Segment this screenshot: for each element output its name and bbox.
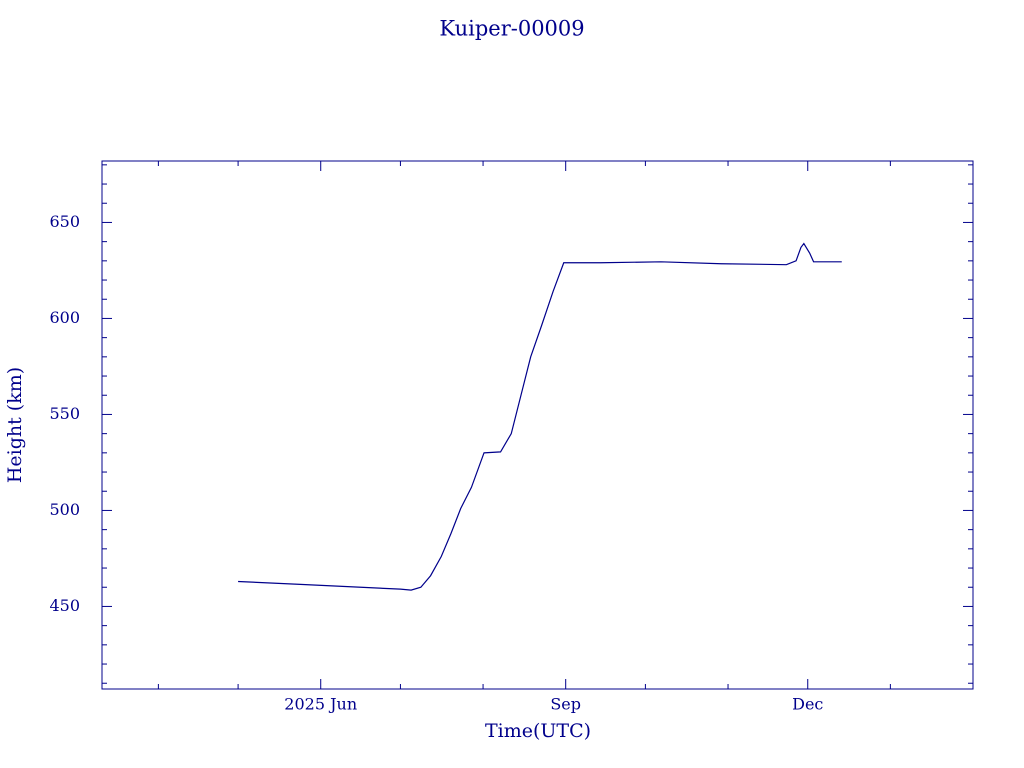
- y-tick-label: 450: [49, 596, 80, 615]
- y-tick-label: 500: [49, 500, 80, 519]
- x-tick-label: Sep: [550, 695, 581, 714]
- x-tick-label: Dec: [792, 695, 823, 714]
- y-axis-label: Height (km): [4, 367, 26, 483]
- y-tick-label: 550: [49, 404, 80, 423]
- data-line: [238, 242, 842, 591]
- chart-title: Kuiper-00009: [439, 17, 584, 41]
- y-tick-label: 650: [49, 212, 80, 231]
- x-tick-label: 2025 Jun: [284, 695, 357, 714]
- x-axis-label: Time(UTC): [485, 720, 591, 742]
- y-tick-label: 600: [49, 308, 80, 327]
- plot-frame: [101, 160, 974, 690]
